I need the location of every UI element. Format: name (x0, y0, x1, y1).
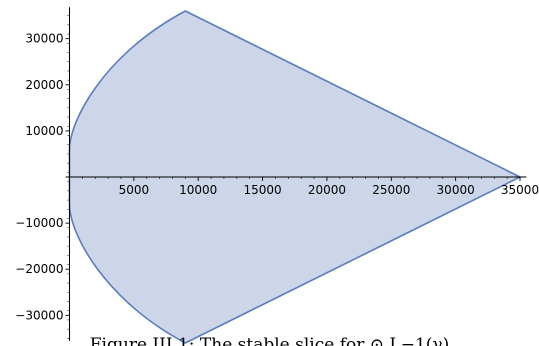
x-tick-label: 15000 (243, 183, 281, 197)
x-tick-label: 35000 (501, 183, 539, 197)
x-tick-label: 20000 (308, 183, 346, 197)
y-tick-label: 30000 (25, 32, 63, 46)
y-tick-label: 10000 (25, 124, 63, 138)
y-tick-label: −20000 (15, 262, 63, 276)
figure-caption: Figure III.1: The stable slice for ⊙ L−1… (89, 335, 450, 346)
y-tick-label: −10000 (15, 216, 63, 230)
x-tick-label: 25000 (372, 183, 410, 197)
y-tick-label: −30000 (15, 308, 63, 322)
x-tick-label: 30000 (437, 183, 475, 197)
x-tick-label: 5000 (119, 183, 150, 197)
x-tick-label: 10000 (179, 183, 217, 197)
y-tick-label: 20000 (25, 78, 63, 92)
